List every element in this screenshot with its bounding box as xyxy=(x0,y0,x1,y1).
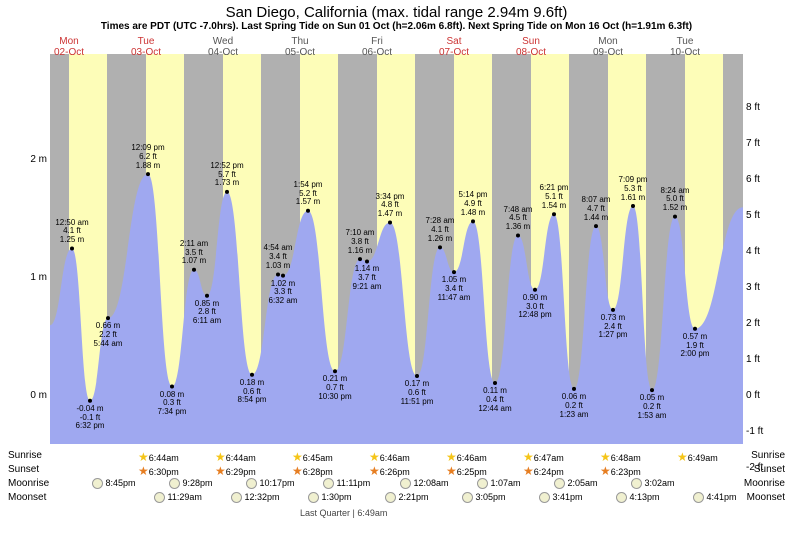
moonset-icon xyxy=(385,492,396,503)
sunset-entry: ★6:29pm xyxy=(215,464,256,478)
sunset-icon: ★ xyxy=(600,464,611,478)
moonset-icon xyxy=(308,492,319,503)
tide-curve xyxy=(50,54,743,444)
sunset-entry: ★6:25pm xyxy=(446,464,487,478)
sunset-label-left: Sunset xyxy=(8,464,39,475)
moonrise-icon xyxy=(631,478,642,489)
sunset-icon: ★ xyxy=(523,464,534,478)
right-axis-tick: 6 ft xyxy=(746,174,786,185)
right-axis-tick: -1 ft xyxy=(746,426,786,437)
moonset-icon xyxy=(154,492,165,503)
moonset-icon xyxy=(231,492,242,503)
right-axis-tick: 4 ft xyxy=(746,246,786,257)
sunrise-entry: ★6:47am xyxy=(523,450,564,464)
sunrise-icon: ★ xyxy=(677,450,688,464)
sunrise-icon: ★ xyxy=(292,450,303,464)
sunrise-icon: ★ xyxy=(138,450,149,464)
date-label: Thu05-Oct xyxy=(275,36,325,58)
sunrise-icon: ★ xyxy=(446,450,457,464)
sunrise-icon: ★ xyxy=(523,450,534,464)
sunset-entry: ★6:30pm xyxy=(138,464,179,478)
sunset-icon: ★ xyxy=(369,464,380,478)
sunrise-entry: ★6:46am xyxy=(446,450,487,464)
moonrise-entry: 12:08am xyxy=(400,478,449,489)
moonset-label-right: Moonset xyxy=(747,492,785,503)
moonrise-label-left: Moonrise xyxy=(8,478,49,489)
right-axis-tick: 2 ft xyxy=(746,318,786,329)
moonset-icon xyxy=(462,492,473,503)
moonrise-entry: 10:17pm xyxy=(246,478,295,489)
sunrise-entry: ★6:46am xyxy=(369,450,410,464)
right-axis-tick: 3 ft xyxy=(746,282,786,293)
sunset-entry: ★6:28pm xyxy=(292,464,333,478)
right-axis-tick: 1 ft xyxy=(746,354,786,365)
sunrise-entry: ★6:49am xyxy=(677,450,718,464)
sunrise-label-left: Sunrise xyxy=(8,450,42,461)
moonset-entry: 4:13pm xyxy=(616,492,660,503)
moonset-icon xyxy=(539,492,550,503)
date-label: Sat07-Oct xyxy=(429,36,479,58)
moonset-label-left: Moonset xyxy=(8,492,46,503)
moonrise-entry: 2:05am xyxy=(554,478,598,489)
sunset-icon: ★ xyxy=(446,464,457,478)
moonrise-icon xyxy=(169,478,180,489)
date-label: Wed04-Oct xyxy=(198,36,248,58)
sunset-icon: ★ xyxy=(292,464,303,478)
sunrise-entry: ★6:48am xyxy=(600,450,641,464)
moonrise-icon xyxy=(400,478,411,489)
left-axis-tick: 1 m xyxy=(7,272,47,283)
moonset-icon xyxy=(616,492,627,503)
plot-area: 12:50 am4.1 ft1.25 m-0.04 m-0.1 ft6:32 p… xyxy=(50,54,743,444)
moonrise-icon xyxy=(477,478,488,489)
sunrise-entry: ★6:44am xyxy=(138,450,179,464)
tide-chart: San Diego, California (max. tidal range … xyxy=(0,0,793,539)
right-axis-tick: 7 ft xyxy=(746,138,786,149)
sunset-icon: ★ xyxy=(215,464,226,478)
moonset-entry: 11:29am xyxy=(154,492,202,503)
sunset-entry: ★6:23pm xyxy=(600,464,641,478)
moonset-icon xyxy=(693,492,704,503)
date-label: Sun08-Oct xyxy=(506,36,556,58)
date-label: Fri06-Oct xyxy=(352,36,402,58)
sunrise-entry: ★6:44am xyxy=(215,450,256,464)
footer-note: Last Quarter | 6:49am xyxy=(300,508,387,518)
right-axis-tick: 0 ft xyxy=(746,390,786,401)
moonset-entry: 3:41pm xyxy=(539,492,583,503)
date-label: Tue03-Oct xyxy=(121,36,171,58)
sunrise-icon: ★ xyxy=(600,450,611,464)
moonset-entry: 12:32pm xyxy=(231,492,280,503)
chart-title: San Diego, California (max. tidal range … xyxy=(0,0,793,21)
right-axis-tick: 5 ft xyxy=(746,210,786,221)
date-label: Mon02-Oct xyxy=(44,36,94,58)
moonset-entry: 3:05pm xyxy=(462,492,506,503)
moonrise-entry: 9:28pm xyxy=(169,478,213,489)
moonrise-entry: 3:02am xyxy=(631,478,675,489)
moonset-entry: 4:41pm xyxy=(693,492,737,503)
sunrise-icon: ★ xyxy=(215,450,226,464)
moonset-entry: 2:21pm xyxy=(385,492,429,503)
moonrise-label-right: Moonrise xyxy=(744,478,785,489)
moonset-entry: 1:30pm xyxy=(308,492,352,503)
sunrise-entry: ★6:45am xyxy=(292,450,333,464)
chart-subtitle: Times are PDT (UTC -7.0hrs). Last Spring… xyxy=(0,21,793,34)
moonrise-entry: 8:45pm xyxy=(92,478,136,489)
sunrise-label-right: Sunrise xyxy=(751,450,785,461)
moonrise-icon xyxy=(323,478,334,489)
moonrise-entry: 1:07am xyxy=(477,478,521,489)
sunset-label-right: Sunset xyxy=(754,464,785,475)
date-label: Mon09-Oct xyxy=(583,36,633,58)
date-label: Tue10-Oct xyxy=(660,36,710,58)
sunrise-icon: ★ xyxy=(369,450,380,464)
right-axis-tick: 8 ft xyxy=(746,102,786,113)
sunset-icon: ★ xyxy=(138,464,149,478)
moonrise-entry: 11:11pm xyxy=(323,478,370,489)
moonrise-icon xyxy=(246,478,257,489)
moonrise-icon xyxy=(92,478,103,489)
sunset-entry: ★6:24pm xyxy=(523,464,564,478)
left-axis-tick: 0 m xyxy=(7,390,47,401)
left-axis-tick: 2 m xyxy=(7,154,47,165)
moonrise-icon xyxy=(554,478,565,489)
sunset-entry: ★6:26pm xyxy=(369,464,410,478)
